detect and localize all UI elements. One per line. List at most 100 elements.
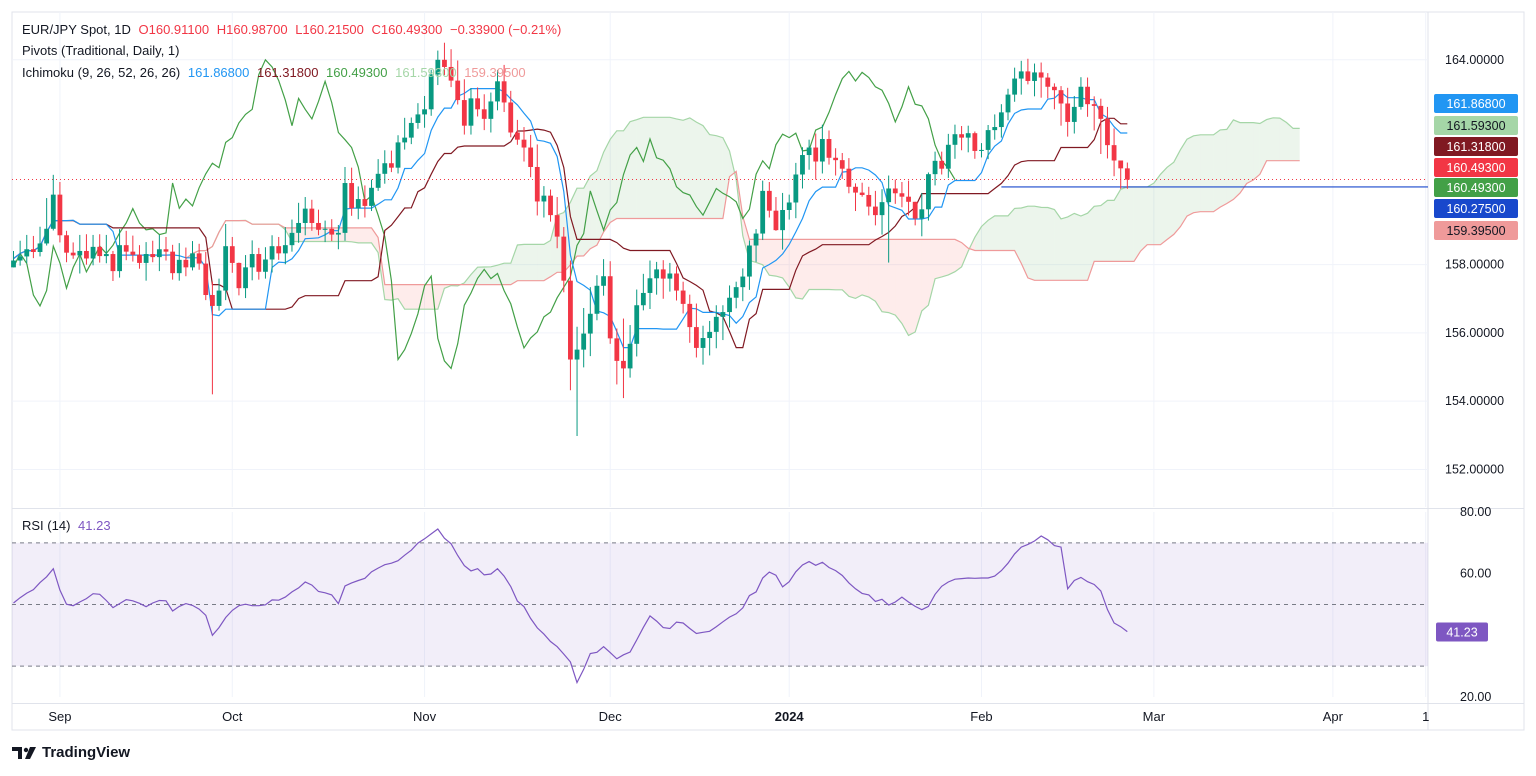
candle[interactable]: [998, 104, 1004, 138]
candle[interactable]: [375, 159, 381, 191]
candle[interactable]: [1018, 60, 1024, 95]
candle[interactable]: [395, 135, 401, 174]
candle[interactable]: [1005, 88, 1011, 121]
candle[interactable]: [1085, 77, 1090, 117]
candle[interactable]: [747, 240, 752, 290]
candle[interactable]: [939, 151, 945, 175]
candle[interactable]: [892, 179, 898, 204]
candle[interactable]: [932, 151, 938, 186]
candle[interactable]: [57, 182, 63, 243]
candle[interactable]: [574, 326, 580, 436]
candle[interactable]: [846, 158, 852, 194]
candle[interactable]: [309, 199, 315, 231]
candle[interactable]: [77, 234, 83, 274]
candle[interactable]: [30, 235, 36, 259]
candle[interactable]: [329, 219, 335, 242]
candle[interactable]: [488, 92, 494, 133]
candle[interactable]: [766, 182, 772, 218]
candle[interactable]: [614, 328, 620, 385]
candle[interactable]: [24, 234, 30, 263]
candle[interactable]: [210, 281, 215, 395]
candle[interactable]: [123, 230, 129, 261]
candle[interactable]: [369, 179, 374, 212]
candle[interactable]: [926, 172, 931, 221]
candle[interactable]: [1124, 162, 1130, 189]
candle[interactable]: [654, 261, 660, 295]
candle[interactable]: [992, 114, 998, 140]
candle[interactable]: [979, 143, 984, 158]
candle[interactable]: [203, 251, 209, 301]
candle[interactable]: [362, 185, 368, 218]
candle[interactable]: [806, 139, 812, 170]
candle[interactable]: [819, 124, 825, 174]
candle[interactable]: [349, 167, 355, 216]
candle[interactable]: [422, 95, 427, 128]
candle[interactable]: [959, 126, 964, 151]
candle[interactable]: [455, 60, 461, 105]
candle[interactable]: [289, 219, 295, 252]
candle[interactable]: [316, 209, 321, 236]
candle[interactable]: [906, 180, 911, 216]
candle[interactable]: [514, 119, 520, 145]
candle[interactable]: [382, 150, 388, 184]
candle[interactable]: [607, 261, 613, 344]
candle[interactable]: [1118, 160, 1124, 189]
candle[interactable]: [408, 117, 414, 145]
candle[interactable]: [70, 242, 76, 259]
candle[interactable]: [753, 229, 759, 262]
candle[interactable]: [11, 250, 16, 268]
ichimoku-legend[interactable]: Ichimoku (9, 26, 52, 26, 26) 161.86800 1…: [22, 65, 530, 81]
candle[interactable]: [773, 197, 779, 231]
candle[interactable]: [534, 144, 540, 216]
candle[interactable]: [1098, 98, 1104, 155]
rsi-legend[interactable]: RSI (14) 41.23: [22, 518, 115, 534]
candle[interactable]: [163, 236, 169, 261]
candle[interactable]: [435, 50, 441, 86]
candle[interactable]: [236, 262, 242, 296]
candle[interactable]: [945, 133, 951, 178]
candle[interactable]: [150, 240, 156, 263]
candle[interactable]: [853, 183, 858, 212]
candle[interactable]: [780, 192, 785, 250]
candle[interactable]: [17, 240, 23, 266]
candle[interactable]: [37, 226, 43, 257]
candle[interactable]: [912, 201, 918, 226]
candle[interactable]: [919, 192, 925, 237]
candle[interactable]: [1071, 95, 1077, 134]
candle[interactable]: [720, 305, 726, 341]
candle[interactable]: [554, 197, 560, 249]
candle[interactable]: [243, 255, 248, 299]
candle[interactable]: [833, 148, 839, 176]
candle[interactable]: [190, 241, 195, 271]
candle[interactable]: [528, 134, 534, 178]
candle[interactable]: [84, 234, 89, 265]
candle[interactable]: [263, 247, 268, 279]
candle[interactable]: [627, 325, 633, 378]
candle[interactable]: [601, 259, 606, 296]
candle[interactable]: [475, 87, 480, 117]
candle[interactable]: [355, 186, 361, 220]
candle[interactable]: [481, 94, 487, 131]
candle[interactable]: [740, 268, 746, 302]
candle[interactable]: [727, 285, 732, 328]
candle[interactable]: [826, 130, 832, 165]
candle[interactable]: [899, 182, 905, 208]
candle[interactable]: [223, 223, 229, 301]
pivots-legend[interactable]: Pivots (Traditional, Daily, 1): [22, 43, 184, 59]
candle[interactable]: [587, 287, 593, 357]
symbol-title[interactable]: EUR/JPY Spot, 1D: [22, 22, 131, 37]
candle[interactable]: [64, 230, 69, 263]
candle[interactable]: [448, 49, 454, 88]
candle[interactable]: [594, 275, 600, 321]
candle[interactable]: [674, 266, 679, 301]
candle[interactable]: [680, 281, 686, 314]
candle[interactable]: [972, 131, 978, 159]
candle[interactable]: [103, 234, 109, 264]
candle[interactable]: [1012, 67, 1018, 102]
candle[interactable]: [713, 305, 719, 349]
candle[interactable]: [707, 320, 713, 356]
candle[interactable]: [428, 69, 434, 116]
candle[interactable]: [110, 250, 116, 282]
candle[interactable]: [859, 182, 865, 197]
candle[interactable]: [130, 235, 136, 262]
